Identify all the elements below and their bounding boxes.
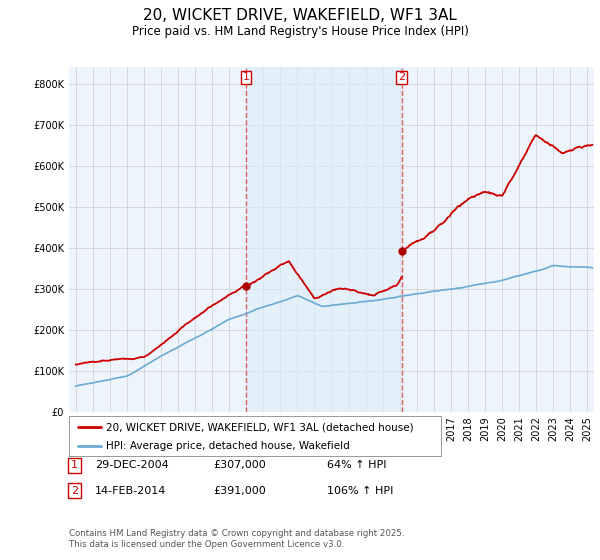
Text: 29-DEC-2004: 29-DEC-2004 (95, 460, 169, 470)
Text: 2: 2 (398, 72, 405, 82)
Text: 64% ↑ HPI: 64% ↑ HPI (327, 460, 386, 470)
Text: 2: 2 (71, 486, 78, 496)
Text: Contains HM Land Registry data © Crown copyright and database right 2025.
This d: Contains HM Land Registry data © Crown c… (69, 529, 404, 549)
Text: £391,000: £391,000 (213, 486, 266, 496)
Text: 20, WICKET DRIVE, WAKEFIELD, WF1 3AL (detached house): 20, WICKET DRIVE, WAKEFIELD, WF1 3AL (de… (106, 422, 414, 432)
Text: 14-FEB-2014: 14-FEB-2014 (95, 486, 166, 496)
Text: Price paid vs. HM Land Registry's House Price Index (HPI): Price paid vs. HM Land Registry's House … (131, 25, 469, 38)
Text: 20, WICKET DRIVE, WAKEFIELD, WF1 3AL: 20, WICKET DRIVE, WAKEFIELD, WF1 3AL (143, 8, 457, 24)
Text: 106% ↑ HPI: 106% ↑ HPI (327, 486, 394, 496)
Text: 1: 1 (71, 460, 78, 470)
Text: £307,000: £307,000 (213, 460, 266, 470)
Bar (246, 67, 402, 412)
Text: HPI: Average price, detached house, Wakefield: HPI: Average price, detached house, Wake… (106, 441, 350, 451)
Text: 1: 1 (242, 72, 250, 82)
